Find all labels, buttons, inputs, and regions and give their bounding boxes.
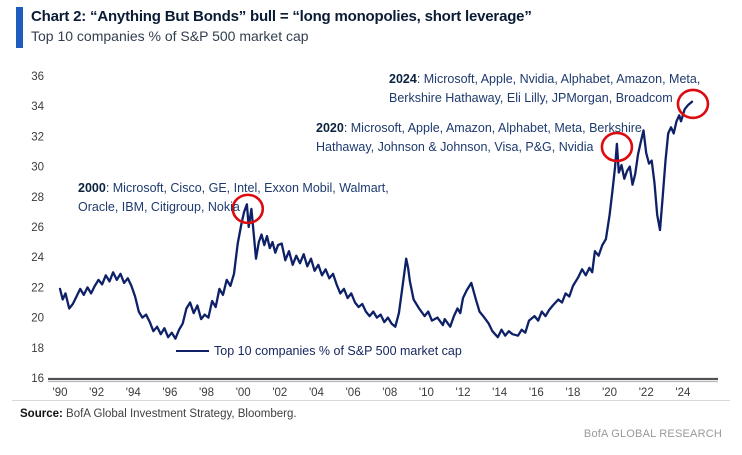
annotation-2020: 2020: Microsoft, Apple, Amazon, Alphabet… bbox=[316, 119, 642, 157]
x-tick-label-1996: '96 bbox=[162, 387, 177, 399]
x-axis-tick-labels: '90 '92 '94 '96 '98 '00 '02 '04 '06 '08 '10 '12 '14 '… bbox=[53, 387, 691, 399]
peak-highlight-circles bbox=[231, 88, 710, 225]
y-tick-label-22: 22 bbox=[31, 282, 44, 294]
footer-divider bbox=[12, 400, 730, 401]
x-tick-label-1990: '90 bbox=[53, 387, 68, 399]
x-tick-label-2014: '14 bbox=[492, 387, 508, 399]
source-line: Source: BofA Global Investment Strategy,… bbox=[20, 408, 297, 420]
x-tick-label-1994: '94 bbox=[126, 387, 142, 399]
annotation-2024-year: 2024 bbox=[389, 72, 417, 86]
annotation-2000: 2000: Microsoft, Cisco, GE, Intel, Exxon… bbox=[78, 179, 389, 217]
annotation-2000-year: 2000 bbox=[78, 181, 106, 195]
x-tick-label-2016: '16 bbox=[529, 387, 544, 399]
x-tick-label-2018: '18 bbox=[565, 387, 580, 399]
chart-title: Chart 2: “Anything But Bonds” bull = “lo… bbox=[31, 8, 532, 25]
annotation-2024-line2: Berkshire Hathaway, Eli Lilly, JPMorgan,… bbox=[389, 91, 673, 105]
annotation-2000-line1: 2000: Microsoft, Cisco, GE, Intel, Exxon… bbox=[78, 181, 389, 195]
y-tick-label-24: 24 bbox=[31, 252, 44, 264]
annotation-2024-line1: 2024: Microsoft, Apple, Nvidia, Alphabet… bbox=[389, 72, 701, 86]
annotation-2000-line2: Oracle, IBM, Citigroup, Nokia bbox=[78, 200, 240, 214]
chart-subtitle: Top 10 companies % of S&P 500 market cap bbox=[31, 28, 309, 44]
annotation-2024: 2024: Microsoft, Apple, Nvidia, Alphabet… bbox=[389, 70, 700, 108]
peak-circle-2020 bbox=[600, 131, 634, 163]
peak-circle-2024 bbox=[676, 88, 710, 120]
annotation-2020-line2: Hathaway, Johnson & Johnson, Visa, P&G, … bbox=[316, 140, 594, 154]
x-tick-label-2012: '12 bbox=[456, 387, 471, 399]
x-tick-label-2004: '04 bbox=[309, 387, 325, 399]
chart-header: Chart 2: “Anything But Bonds” bull = “lo… bbox=[16, 7, 532, 48]
x-tick-label-2024: '24 bbox=[675, 387, 691, 399]
annotation-2020-year: 2020 bbox=[316, 121, 344, 135]
legend: Top 10 companies % of S&P 500 market cap bbox=[176, 344, 462, 358]
source-label: Source: bbox=[20, 408, 63, 420]
y-tick-label-32: 32 bbox=[31, 131, 44, 143]
y-tick-label-34: 34 bbox=[31, 101, 44, 113]
x-tick-label-1992: '92 bbox=[89, 387, 104, 399]
annotation-2020-line1: 2020: Microsoft, Apple, Amazon, Alphabet… bbox=[316, 121, 642, 135]
y-tick-label-16: 16 bbox=[31, 373, 44, 385]
legend-line-swatch bbox=[176, 350, 209, 352]
series-line-top10-share bbox=[58, 100, 694, 340]
legend-label: Top 10 companies % of S&P 500 market cap bbox=[214, 344, 462, 358]
x-tick-label-2022: '22 bbox=[639, 387, 654, 399]
x-tick-label-2008: '08 bbox=[382, 387, 397, 399]
x-tick-label-2006: '06 bbox=[346, 387, 361, 399]
y-tick-label-30: 30 bbox=[31, 162, 44, 174]
y-tick-label-28: 28 bbox=[31, 192, 44, 204]
header-text: Chart 2: “Anything But Bonds” bull = “lo… bbox=[31, 7, 532, 48]
source-text: BofA Global Investment Strategy, Bloombe… bbox=[62, 408, 297, 420]
y-axis-tick-labels: 36 34 32 30 28 26 24 22 20 18 16 bbox=[31, 71, 44, 385]
y-tick-label-26: 26 bbox=[31, 222, 44, 234]
peak-circle-2000 bbox=[231, 193, 265, 225]
y-tick-label-20: 20 bbox=[31, 313, 44, 325]
y-tick-label-36: 36 bbox=[31, 71, 44, 83]
brand-bofa-global-research: BofA GLOBAL RESEARCH bbox=[583, 428, 722, 440]
x-tick-label-2020: '20 bbox=[602, 387, 617, 399]
y-tick-label-18: 18 bbox=[31, 343, 44, 355]
x-tick-label-2002: '02 bbox=[272, 387, 287, 399]
x-tick-label-2000: '00 bbox=[236, 387, 251, 399]
accent-bar bbox=[16, 7, 23, 48]
x-tick-label-2010: '10 bbox=[419, 387, 434, 399]
x-tick-label-1998: '98 bbox=[199, 387, 214, 399]
